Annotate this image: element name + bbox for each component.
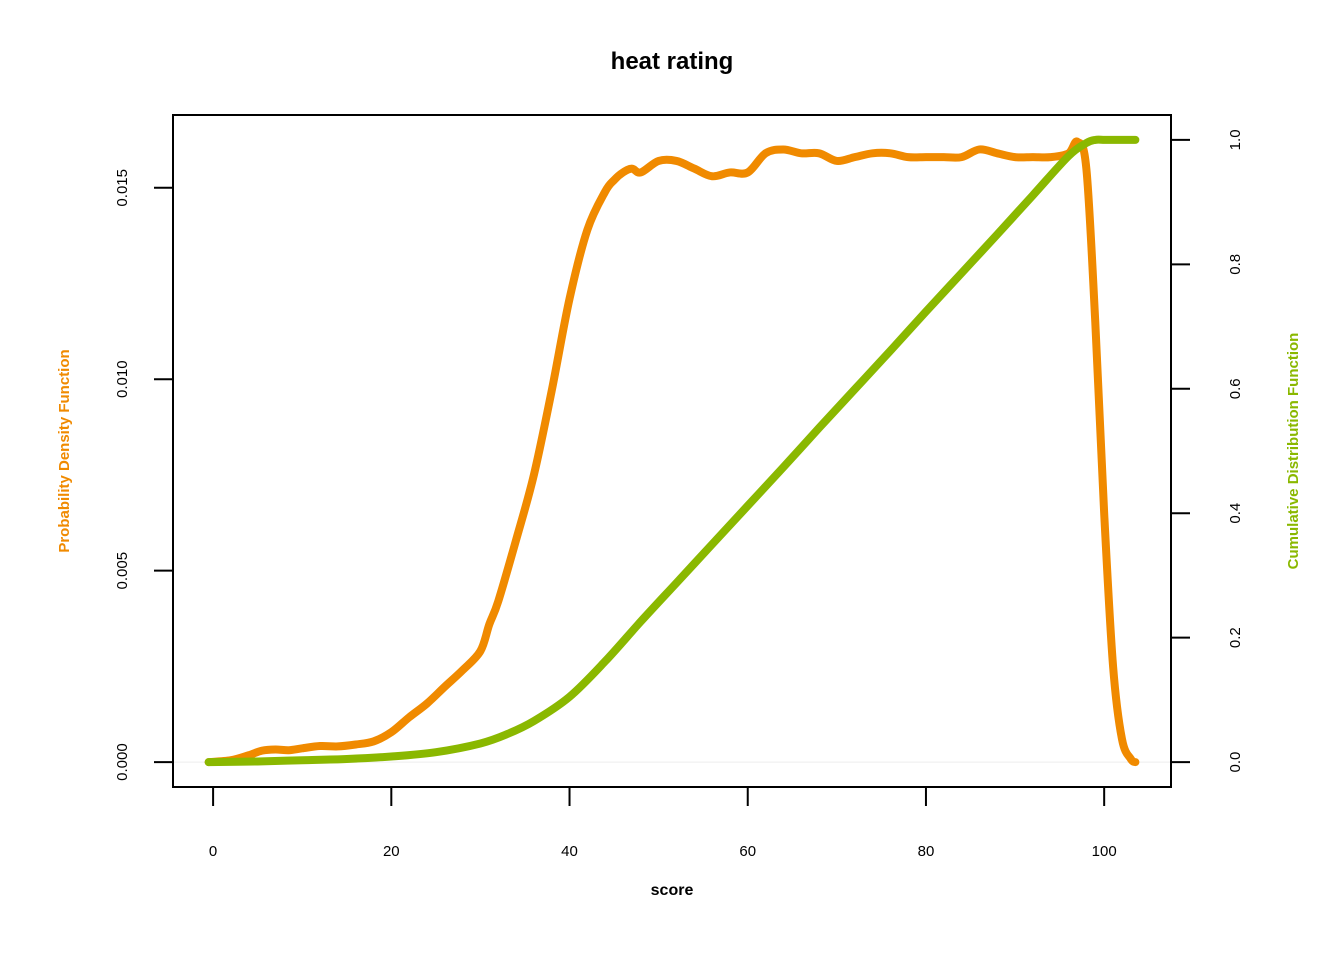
y-right-tick-label: 1.0 [1227, 129, 1244, 150]
x-tick-label: 20 [383, 843, 400, 860]
x-axis-label: score [651, 882, 694, 899]
y-left-tick-label: 0.000 [114, 743, 131, 781]
cdf-series-line [204, 135, 1140, 767]
x-tick-label: 100 [1092, 843, 1117, 860]
y-axis-left-label: Probability Density Function [56, 349, 73, 552]
plot-area [173, 135, 1171, 767]
x-tick-label: 60 [739, 843, 756, 860]
x-tick-label: 80 [918, 843, 935, 860]
y-axis-left: 0.000 0.005 0.010 0.015 [114, 169, 173, 781]
y-right-tick-label: 0.8 [1227, 254, 1244, 275]
y-left-tick-label: 0.005 [114, 552, 131, 590]
y-right-tick-label: 0.2 [1227, 627, 1244, 648]
y-left-tick-label: 0.015 [114, 169, 131, 207]
x-tick-label: 40 [561, 843, 578, 860]
plot-frame [172, 114, 1172, 788]
y-axis-right-label: Cumulative Distribution Function [1285, 333, 1302, 570]
y-right-tick-label: 0.6 [1227, 378, 1244, 399]
chart-title: heat rating [611, 48, 734, 75]
pdf-series-line [204, 137, 1140, 767]
y-left-tick-label: 0.010 [114, 360, 131, 398]
x-axis: 0 20 40 60 80 100 [209, 786, 1117, 860]
y-right-tick-label: 0.0 [1227, 752, 1244, 773]
y-axis-right: 0.0 0.2 0.4 0.6 0.8 1.0 [1171, 129, 1244, 773]
y-right-tick-label: 0.4 [1227, 503, 1244, 524]
x-tick-label: 0 [209, 843, 217, 860]
